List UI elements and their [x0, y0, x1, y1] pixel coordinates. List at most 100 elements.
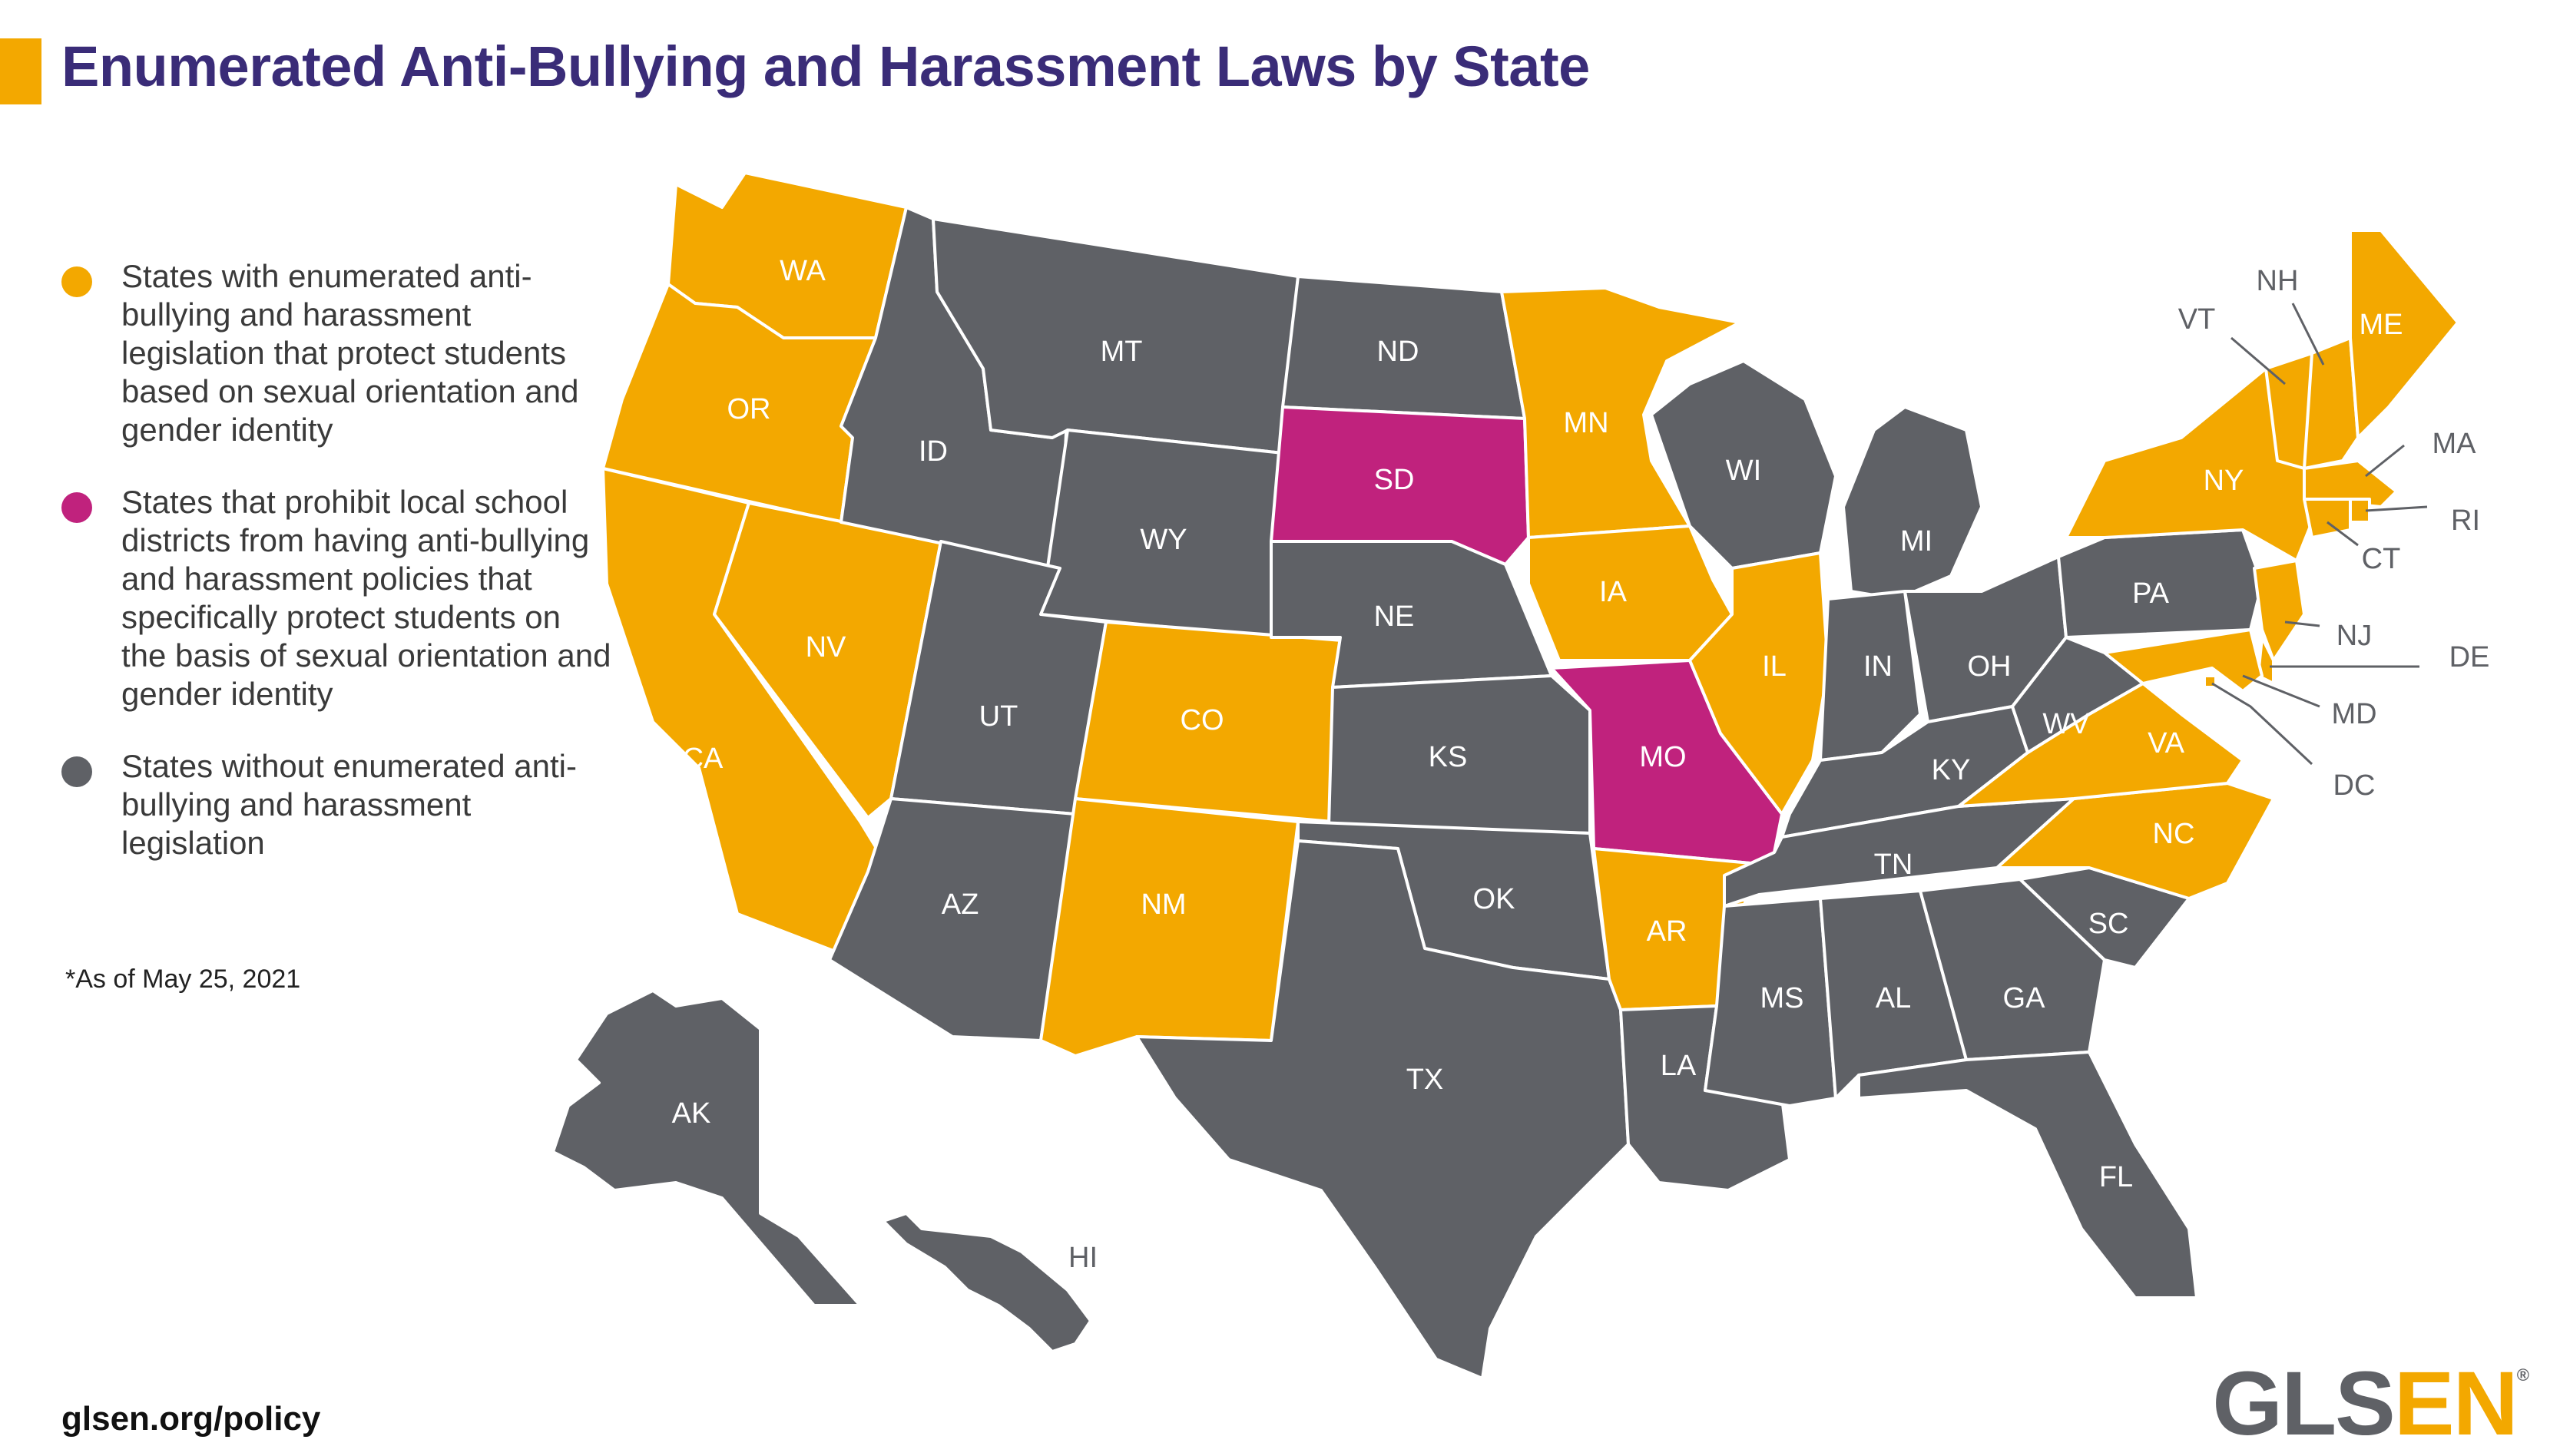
- label-ca: CA: [683, 743, 724, 775]
- state-ks[interactable]: [1327, 674, 1591, 835]
- label-nd: ND: [1377, 336, 1419, 368]
- label-il: IL: [1762, 650, 1787, 683]
- label-in: IN: [1863, 650, 1893, 683]
- label-nh: NH: [2257, 265, 2299, 297]
- label-nm: NM: [1141, 888, 1186, 921]
- state-in[interactable]: [1819, 590, 1922, 762]
- leader-md: [2242, 674, 2320, 708]
- label-ms: MS: [1760, 982, 1804, 1014]
- label-va: VA: [2148, 727, 2185, 759]
- logo-text-part2: EN: [2393, 1353, 2519, 1454]
- legend-item-prohibit: States that prohibit local school distri…: [61, 483, 614, 713]
- label-nv: NV: [806, 631, 846, 663]
- label-ma: MA: [2432, 428, 2477, 460]
- legend-item-enumerated: States with enumerated anti-bullying and…: [61, 257, 614, 449]
- legend-text-prohibit: States that prohibit local school distri…: [121, 484, 611, 712]
- label-mn: MN: [1563, 407, 1608, 439]
- state-wi[interactable]: [1650, 359, 1837, 570]
- label-fl: FL: [2099, 1161, 2133, 1193]
- label-ak: AK: [672, 1097, 711, 1130]
- label-ct: CT: [2362, 543, 2401, 575]
- leader-ct: [2327, 521, 2359, 547]
- label-ri: RI: [2451, 505, 2480, 537]
- state-me[interactable]: [2349, 229, 2459, 439]
- label-sd: SD: [1374, 464, 1415, 496]
- label-wi: WI: [1726, 455, 1761, 487]
- leader-ri: [2365, 505, 2428, 512]
- legend-dot-prohibit: [61, 492, 92, 523]
- state-md[interactable]: [2103, 628, 2264, 693]
- label-ar: AR: [1647, 915, 1687, 948]
- legend-text-without: States without enumerated anti-bullying …: [121, 748, 578, 861]
- leader-lines: [2211, 303, 2428, 766]
- label-ny: NY: [2204, 465, 2244, 497]
- label-me: ME: [2360, 309, 2403, 341]
- logo-registered-mark: ®: [2516, 1365, 2529, 1385]
- leader-nj: [2284, 620, 2320, 627]
- legend-dot-without: [61, 756, 92, 787]
- label-ks: KS: [1429, 741, 1468, 773]
- state-ct[interactable]: [2303, 498, 2352, 539]
- state-ma[interactable]: [2303, 459, 2398, 508]
- state-fl[interactable]: [1857, 1051, 2198, 1299]
- label-ne: NE: [1374, 601, 1415, 633]
- label-hi: HI: [1068, 1242, 1098, 1274]
- label-ga: GA: [2003, 982, 2046, 1014]
- legend: States with enumerated anti-bullying and…: [61, 257, 614, 896]
- label-wv: WV: [2042, 708, 2090, 740]
- label-mt: MT: [1101, 336, 1143, 368]
- label-wy: WY: [1140, 524, 1187, 556]
- label-id: ID: [919, 435, 948, 468]
- label-pa: PA: [2132, 577, 2170, 610]
- label-oh: OH: [1968, 650, 2012, 683]
- label-ky: KY: [1932, 754, 1971, 786]
- state-mi[interactable]: [1842, 405, 1983, 601]
- label-la: LA: [1661, 1050, 1697, 1082]
- label-nc: NC: [2153, 818, 2195, 850]
- label-co: CO: [1181, 704, 1224, 736]
- label-dc: DC: [2333, 769, 2376, 802]
- label-or: OR: [727, 393, 771, 425]
- state-ak[interactable]: [551, 989, 862, 1307]
- label-tn: TN: [1874, 849, 1913, 881]
- label-md: MD: [2331, 698, 2376, 730]
- leader-ma: [2365, 444, 2405, 478]
- policy-url[interactable]: glsen.org/policy: [61, 1400, 321, 1438]
- state-hi[interactable]: [882, 1212, 1092, 1353]
- label-de: DE: [2449, 641, 2490, 673]
- external-labels: VT NH MA RI CT NJ DE MD DC HI: [1068, 265, 2489, 1274]
- legend-item-without: States without enumerated anti-bullying …: [61, 747, 614, 862]
- label-ok: OK: [1473, 883, 1515, 915]
- label-nj: NJ: [2336, 620, 2372, 652]
- leader-vt: [2230, 336, 2286, 386]
- logo-text-part1: GLS: [2212, 1353, 2396, 1454]
- label-sc: SC: [2088, 908, 2129, 940]
- label-vt: VT: [2178, 303, 2216, 336]
- state-il[interactable]: [1688, 551, 1830, 816]
- title-accent-bar: [0, 38, 41, 104]
- legend-dot-enumerated: [61, 266, 92, 297]
- label-ia: IA: [1599, 576, 1628, 608]
- state-labels: WA OR CA NV ID MT WY UT AZ CO NM ND SD N…: [672, 255, 2403, 1193]
- legend-text-enumerated: States with enumerated anti-bullying and…: [121, 258, 579, 448]
- label-al: AL: [1876, 982, 1911, 1014]
- leader-dc: [2211, 682, 2313, 766]
- footnote: *As of May 25, 2021: [65, 965, 301, 994]
- label-mo: MO: [1639, 741, 1686, 773]
- label-ut: UT: [979, 700, 1018, 733]
- state-ga[interactable]: [1919, 878, 2106, 1061]
- state-ia[interactable]: [1527, 524, 1734, 662]
- state-nh[interactable]: [2303, 336, 2360, 470]
- state-nm[interactable]: [1039, 797, 1300, 1057]
- page-title: Enumerated Anti-Bullying and Harassment …: [61, 35, 1590, 98]
- leader-nh: [2291, 303, 2325, 366]
- state-nj[interactable]: [2253, 559, 2306, 662]
- label-az: AZ: [942, 888, 979, 921]
- glsen-logo: GLSEN®: [2212, 1352, 2529, 1456]
- label-tx: TX: [1406, 1064, 1444, 1096]
- label-wa: WA: [780, 255, 826, 287]
- state-sc[interactable]: [2019, 866, 2191, 969]
- state-tx[interactable]: [1135, 839, 1630, 1380]
- state-mn[interactable]: [1500, 286, 1741, 539]
